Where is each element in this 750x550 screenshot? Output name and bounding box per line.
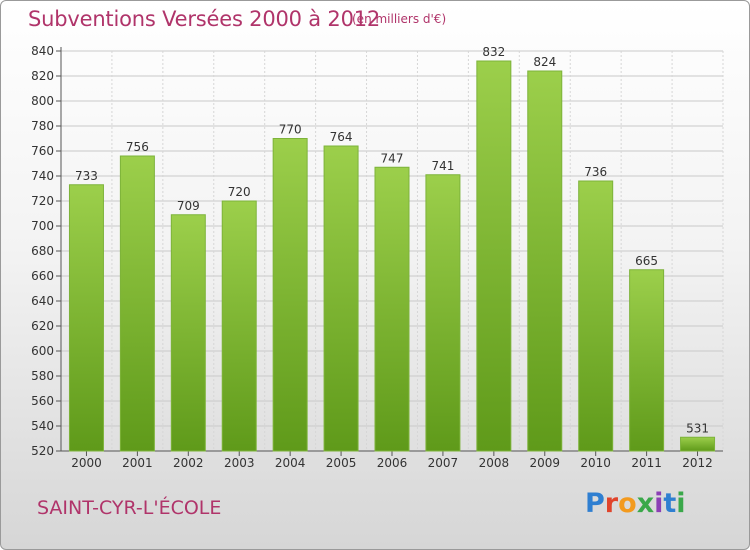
bar bbox=[272, 138, 308, 452]
y-tick-label: 760 bbox=[31, 144, 54, 158]
y-tick-label: 620 bbox=[31, 319, 54, 333]
bar bbox=[680, 436, 716, 452]
y-tick-label: 740 bbox=[31, 169, 54, 183]
logo-letter: t bbox=[663, 488, 677, 519]
value-label: 756 bbox=[126, 140, 149, 154]
x-tick-label: 2008 bbox=[479, 456, 510, 470]
x-tick-label: 2010 bbox=[580, 456, 611, 470]
chart-unit: (en milliers d'€) bbox=[352, 12, 447, 26]
x-tick-label: 2011 bbox=[631, 456, 662, 470]
x-tick-label: 2007 bbox=[428, 456, 459, 470]
x-tick-label: 2001 bbox=[122, 456, 153, 470]
y-tick-label: 660 bbox=[31, 269, 54, 283]
bar bbox=[68, 184, 104, 452]
y-tick-label: 780 bbox=[31, 119, 54, 133]
bars bbox=[68, 60, 716, 452]
y-tick-label: 840 bbox=[31, 44, 54, 58]
value-label: 720 bbox=[228, 185, 251, 199]
x-tick-label: 2006 bbox=[377, 456, 408, 470]
value-label: 824 bbox=[533, 55, 556, 69]
city-name: SAINT-CYR-L'ÉCOLE bbox=[37, 497, 222, 519]
proxiti-logo[interactable]: Proxiti bbox=[585, 488, 686, 519]
bar bbox=[170, 214, 206, 452]
y-tick-label: 560 bbox=[31, 394, 54, 408]
y-tick-label: 600 bbox=[31, 344, 54, 358]
bar bbox=[374, 166, 410, 452]
logo-letter: i bbox=[654, 488, 664, 519]
y-tick-label: 640 bbox=[31, 294, 54, 308]
bar bbox=[323, 145, 359, 452]
y-tick-label: 800 bbox=[31, 94, 54, 108]
y-tick-label: 820 bbox=[31, 69, 54, 83]
y-tick-label: 720 bbox=[31, 194, 54, 208]
value-label: 709 bbox=[177, 199, 200, 213]
value-label: 736 bbox=[584, 165, 607, 179]
x-tick-label: 2005 bbox=[326, 456, 357, 470]
x-tick-label: 2002 bbox=[173, 456, 204, 470]
x-tick-label: 2012 bbox=[682, 456, 713, 470]
logo-letter: i bbox=[676, 488, 686, 519]
bar bbox=[425, 174, 461, 452]
value-label: 764 bbox=[330, 130, 353, 144]
bar bbox=[119, 155, 155, 452]
bar bbox=[629, 269, 665, 452]
chart-title: Subventions Versées 2000 à 2012 bbox=[28, 7, 381, 31]
y-tick-label: 540 bbox=[31, 419, 54, 433]
axes: 520 540 560 580 600 620 640 660 680 700 720 740 760 7… bbox=[31, 44, 723, 470]
x-tick-label: 2004 bbox=[275, 456, 306, 470]
value-label: 665 bbox=[635, 254, 658, 268]
value-label: 733 bbox=[75, 169, 98, 183]
y-tick-label: 700 bbox=[31, 219, 54, 233]
x-tick-label: 2003 bbox=[224, 456, 255, 470]
value-label: 531 bbox=[686, 421, 709, 435]
logo-letter: o bbox=[618, 488, 637, 519]
value-label: 832 bbox=[482, 45, 505, 59]
bar bbox=[578, 180, 614, 452]
y-tick-label: 580 bbox=[31, 369, 54, 383]
value-label: 770 bbox=[279, 123, 302, 137]
bar bbox=[527, 70, 563, 452]
value-label: 741 bbox=[431, 159, 454, 173]
value-labels: 733 756 709 720 770 764 747 741 832 824 736 665 531 bbox=[75, 45, 709, 435]
y-tick-label: 520 bbox=[31, 444, 54, 458]
y-tick-label: 680 bbox=[31, 244, 54, 258]
logo-letter: r bbox=[604, 488, 619, 519]
x-tick-label: 2009 bbox=[529, 456, 560, 470]
x-tick-label: 2000 bbox=[71, 456, 102, 470]
bar bbox=[476, 60, 512, 452]
logo-letter: x bbox=[636, 488, 655, 519]
bar bbox=[221, 200, 257, 452]
logo-letter: P bbox=[585, 488, 605, 519]
value-label: 747 bbox=[381, 151, 404, 165]
